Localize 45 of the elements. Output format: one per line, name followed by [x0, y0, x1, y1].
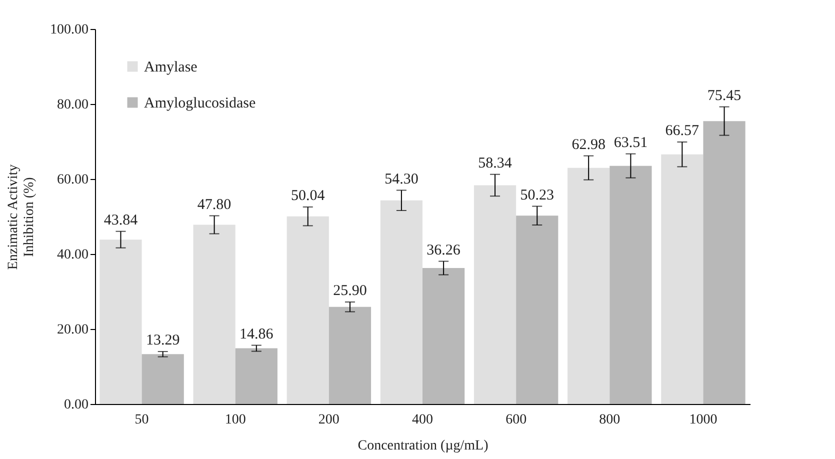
- y-axis-title: Enzimatic Activity Inhibition (%): [6, 164, 37, 270]
- bar: [703, 121, 746, 404]
- x-tick-label: 400: [412, 412, 433, 428]
- bar: [100, 240, 142, 404]
- y-tick-label: 100.00: [50, 22, 88, 38]
- x-axis-title: Concentration (µg/mL): [358, 438, 489, 454]
- bar: [235, 348, 278, 404]
- bar: [516, 216, 558, 404]
- data-label: 75.45: [707, 88, 742, 104]
- bar: [193, 224, 236, 404]
- y-tick-label: 0.00: [64, 398, 88, 412]
- bar: [142, 354, 184, 404]
- data-label: 14.86: [240, 326, 274, 342]
- x-tick-label: 200: [318, 412, 340, 428]
- y-tick-label: 80.00: [57, 98, 88, 112]
- x-tick-label: 600: [506, 412, 527, 428]
- data-label: 25.90: [333, 283, 367, 299]
- data-label: 50.04: [291, 188, 326, 204]
- x-tick-label: 1000: [689, 412, 718, 428]
- data-label: 54.30: [384, 171, 418, 188]
- bar: [474, 185, 516, 404]
- bar: [610, 166, 652, 404]
- bar: [568, 168, 610, 404]
- bar: [661, 154, 704, 404]
- y-tick-label: 40.00: [57, 248, 88, 262]
- x-tick-label: 800: [599, 412, 620, 428]
- data-label: 47.80: [197, 196, 232, 213]
- legend-label: Amylase: [144, 60, 198, 76]
- legend-label: Amyloglucosidase: [144, 96, 256, 112]
- data-label: 62.98: [572, 136, 606, 153]
- y-tick-label: 20.00: [57, 322, 88, 338]
- y-tick-label: 60.00: [57, 172, 88, 188]
- x-tick-label: 50: [134, 412, 149, 428]
- data-label: 50.23: [520, 187, 554, 204]
- bar: [380, 200, 422, 404]
- x-tick-label: 100: [224, 412, 246, 428]
- data-label: 58.34: [478, 155, 512, 172]
- data-label: 43.84: [104, 212, 138, 228]
- data-label: 63.51: [614, 134, 648, 151]
- bar: [286, 216, 329, 404]
- bar: [328, 306, 372, 404]
- data-label: 13.29: [146, 332, 180, 349]
- bar: [422, 268, 465, 404]
- data-label: 66.57: [665, 122, 700, 139]
- data-label: 36.26: [426, 242, 461, 258]
